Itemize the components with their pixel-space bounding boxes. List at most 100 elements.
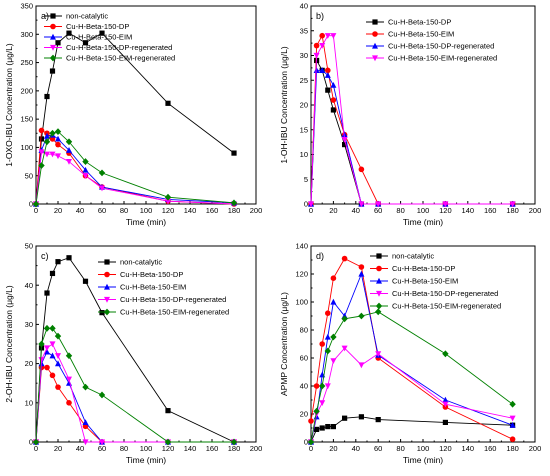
x-tick-label: 40 [352, 206, 360, 215]
legend: Cu-H-Beta-150-DP Cu-H-Beta-150-EIM Cu-H-Be… [366, 18, 497, 63]
data-point [319, 400, 326, 406]
data-point [44, 348, 50, 355]
data-point [231, 150, 237, 156]
series-3 [33, 131, 237, 207]
x-tick-label: 100 [417, 206, 430, 215]
x-tick-label: 160 [206, 206, 219, 215]
y-axis-title: 1-OXO-IBU Concentration (μg/L) [4, 43, 14, 167]
data-point [44, 290, 50, 296]
y-tick-label: 100 [20, 143, 33, 152]
y-tick-label: 300 [20, 30, 33, 39]
y-tick-label: 40 [25, 281, 33, 290]
series-line [310, 272, 513, 443]
data-point [341, 131, 348, 138]
data-point [324, 72, 331, 78]
x-tick-label: 140 [184, 444, 197, 453]
x-tick-label: 60 [374, 206, 382, 215]
data-point [375, 351, 382, 357]
data-point [44, 132, 50, 139]
data-point [325, 87, 331, 93]
data-point [330, 82, 337, 88]
y-tick-label: 30 [25, 320, 33, 329]
x-axis-title: Time (min) [403, 455, 443, 465]
x-tick-label: 180 [228, 444, 241, 453]
x-axis-title: Time (min) [403, 217, 443, 227]
x-tick-label: 160 [484, 444, 497, 453]
data-point [66, 400, 72, 406]
x-tick-label: 0 [309, 444, 313, 453]
data-point [442, 201, 449, 208]
x-tick-label: 200 [250, 444, 263, 453]
legend-entry: non-catalytic [392, 252, 434, 261]
x-tick-label: 140 [462, 206, 475, 215]
series-line [310, 311, 513, 443]
data-point [341, 137, 348, 143]
series-line [35, 131, 235, 205]
data-point [38, 340, 45, 348]
data-point [358, 270, 365, 277]
series-line [310, 35, 513, 205]
data-point [509, 436, 516, 443]
legend-marker [104, 283, 110, 290]
data-point [330, 107, 336, 113]
data-point [49, 324, 56, 332]
series-3 [308, 67, 516, 207]
y-tick-label: 150 [20, 115, 33, 124]
series-line [35, 134, 235, 205]
data-point [341, 255, 348, 262]
data-point [98, 169, 106, 177]
data-point [330, 424, 336, 430]
series-line [35, 129, 235, 205]
x-tick-label: 120 [439, 206, 452, 215]
data-point [165, 198, 171, 205]
data-point [358, 264, 365, 270]
series-line [35, 257, 235, 443]
legend-marker [103, 308, 111, 316]
data-point [164, 193, 172, 201]
data-point [55, 384, 61, 390]
data-point [165, 100, 171, 106]
legend-marker [376, 253, 382, 259]
data-point [66, 147, 72, 153]
data-point [330, 358, 337, 364]
panel-label: b) [316, 11, 324, 21]
legend-entry: Cu-H-Beta-150-DP [392, 264, 455, 273]
data-point [55, 141, 61, 148]
data-point [164, 438, 172, 446]
x-tick-label: 80 [396, 444, 404, 453]
y-tick-label: 35 [300, 26, 308, 35]
x-tick-label: 180 [506, 444, 519, 453]
series-1 [308, 57, 516, 207]
data-point [55, 259, 61, 265]
legend-marker [372, 55, 378, 62]
y-tick-label: 40 [300, 382, 308, 391]
x-tick-label: 140 [184, 206, 197, 215]
y-tick-label: 10 [300, 150, 308, 159]
chart-panel-3: 0 20 40 60 80 100 120 140 160 180 200 0 10 20 30 40 50 Ti… [4, 242, 262, 465]
data-point [341, 345, 348, 352]
data-point [324, 347, 331, 355]
series-line [35, 327, 234, 443]
y-tick-label: 0 [29, 438, 33, 447]
chart-panel-4: 0 20 40 60 80 100 120 140 160 180 200 0 20 40 60 80 100 1… [279, 242, 541, 465]
y-tick-label: 25 [300, 76, 308, 85]
legend-entry: Cu-H-Beta-150-DP [388, 18, 451, 27]
data-point [38, 357, 45, 363]
data-point [442, 401, 449, 408]
series-line [310, 58, 513, 205]
data-point [307, 438, 315, 446]
legend-entry: Cu-H-Beta-150-EIM [120, 283, 186, 292]
x-tick-label: 0 [34, 206, 38, 215]
data-point [509, 415, 516, 422]
data-point [319, 67, 326, 73]
data-point [358, 201, 365, 208]
data-point [43, 324, 51, 332]
data-point [313, 52, 320, 59]
x-tick-label: 100 [140, 444, 153, 453]
data-point [49, 151, 56, 158]
y-tick-label: 0 [304, 200, 308, 209]
y-tick-label: 350 [20, 2, 33, 11]
y-tick-label: 200 [20, 86, 33, 95]
